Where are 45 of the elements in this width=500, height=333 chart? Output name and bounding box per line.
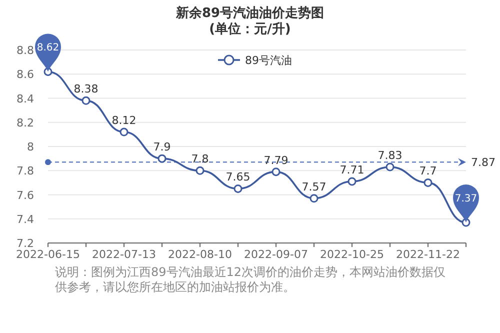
x-tick-label: 2022-08-10: [168, 248, 232, 261]
legend: 89号汽油: [218, 54, 292, 67]
data-label: 7.79: [264, 154, 288, 167]
data-label: 7.65: [226, 170, 250, 184]
point: [120, 128, 128, 136]
title: 新余89号汽油油价走势图: [176, 6, 324, 21]
point: [158, 154, 166, 163]
point: [272, 168, 280, 176]
y-tick-label: 7.6: [16, 188, 34, 202]
data-label: 7.7: [419, 164, 437, 178]
annotation: 8.62: [36, 42, 60, 54]
point: [196, 166, 204, 175]
x-tick-label: 2022-10-25: [320, 248, 384, 261]
data-label: 7.71: [340, 163, 364, 176]
chart-subtitle: (单位：元/升): [209, 21, 291, 37]
point: [234, 184, 242, 193]
pin: 8.62: [35, 34, 61, 72]
point: [82, 96, 90, 105]
legend-label: 89号汽油: [245, 54, 292, 67]
point: [424, 178, 432, 187]
ref-line-label: 7.87: [471, 156, 496, 170]
x-tick-label: 2022-09-07: [244, 248, 308, 261]
pin: 7.37: [453, 184, 479, 222]
data-label: 7.8: [191, 152, 209, 166]
y-tick-label: 8.8: [16, 44, 34, 57]
x-tick-label: 2022-11-22: [396, 248, 460, 261]
data-label: 7.57: [302, 180, 326, 194]
annotation: 7.37: [454, 193, 478, 204]
point: [386, 162, 394, 172]
y-tick-label: 7.4: [16, 212, 34, 226]
x-tick-label: 2022-06-15: [16, 248, 80, 261]
x-tick-label: 2022-07-13: [92, 248, 156, 261]
y-tick-label: 8.4: [16, 92, 34, 106]
y-tick-label: 7.2: [16, 237, 34, 250]
text: 说明：图例为江西89号汽油最近12次调价的油价走势，本网站油价数据仅供参考，请以您所在地区的加油站报价为准。: [55, 265, 447, 295]
y-tick-label: 7.8: [16, 164, 34, 178]
data-label: 7.83: [378, 149, 402, 162]
y-tick-label: 8.6: [16, 68, 34, 82]
point: [348, 177, 356, 186]
data-label: 8.12: [112, 114, 136, 128]
y-tick-label: 8.2: [16, 116, 34, 130]
data-label: 8.38: [74, 82, 98, 96]
y-tick-label: 8: [27, 140, 34, 154]
point: [310, 194, 318, 203]
data-label: 7.9: [153, 140, 171, 154]
